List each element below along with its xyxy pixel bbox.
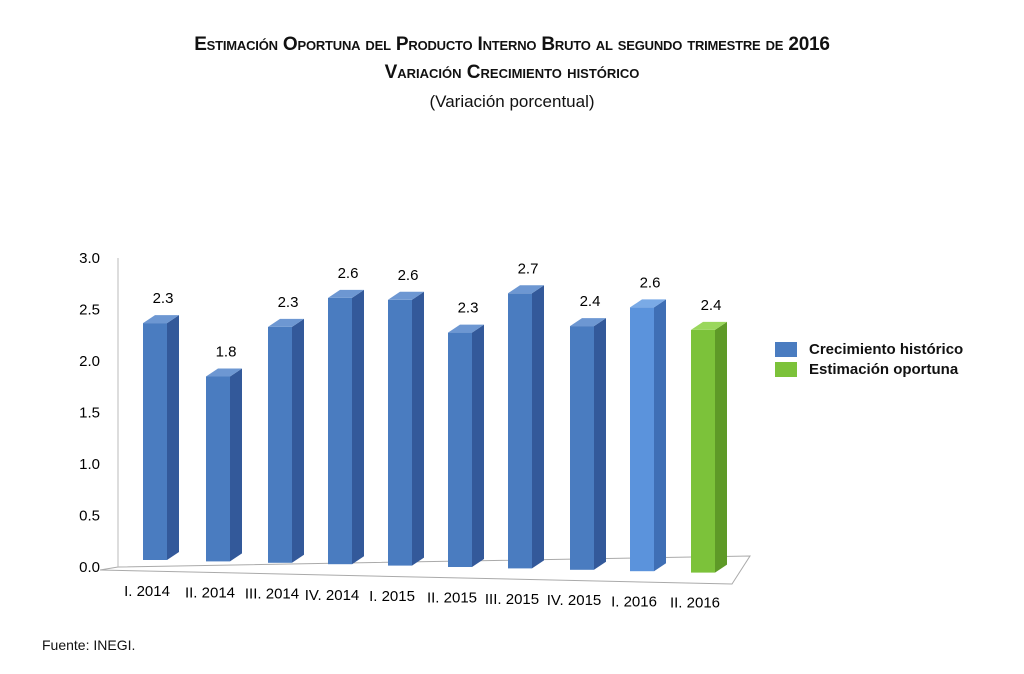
- legend-label: Estimación oportuna: [809, 360, 959, 378]
- data-label: 2.3: [278, 294, 299, 311]
- y-tick-label: 0.5: [79, 508, 100, 525]
- data-label: 2.3: [458, 300, 479, 317]
- source-note: Fuente: INEGI.: [42, 637, 136, 653]
- x-tick-label: II. 2015: [427, 590, 477, 607]
- data-label: 2.7: [518, 260, 539, 277]
- bar-side: [230, 368, 242, 562]
- y-tick-label: 2.5: [79, 302, 100, 319]
- bar-front: [448, 332, 472, 567]
- chart-subtitle: Variación Crecimiento histórico: [384, 62, 640, 83]
- bar-top: [448, 324, 484, 333]
- y-tick-label: 3.0: [79, 250, 100, 267]
- bar-side: [412, 291, 424, 566]
- x-tick-label: III. 2015: [485, 591, 539, 608]
- x-tick-label: II. 2016: [670, 595, 720, 612]
- x-tick-label: IV. 2014: [305, 587, 360, 604]
- x-tick-label: I. 2014: [124, 583, 170, 600]
- x-tick-label: II. 2014: [185, 584, 235, 601]
- bar-side: [292, 318, 304, 563]
- chart-title: Estimación Oportuna del Producto Interno…: [194, 34, 830, 55]
- bar-top: [691, 321, 727, 330]
- data-label: 2.4: [580, 293, 601, 310]
- bar-top: [508, 285, 544, 294]
- bar-side: [715, 321, 727, 573]
- bar-side: [532, 285, 544, 569]
- bar-side: [472, 324, 484, 567]
- legend-label: Crecimiento histórico: [809, 340, 964, 358]
- bar-front: [630, 307, 654, 572]
- bar-top: [268, 318, 304, 327]
- data-label: 2.6: [398, 267, 419, 284]
- bar-top: [570, 318, 606, 327]
- bar-top: [143, 315, 179, 324]
- y-tick-label: 1.0: [79, 456, 100, 473]
- bar-side: [352, 289, 364, 565]
- y-tick-label: 2.0: [79, 353, 100, 370]
- legend-item-historico: Crecimiento histórico: [775, 339, 963, 359]
- bar-side: [594, 318, 606, 570]
- data-label: 2.4: [701, 297, 722, 314]
- bar-front: [143, 323, 167, 560]
- legend: Crecimiento histórico Estimación oportun…: [775, 339, 963, 379]
- bar-front: [206, 376, 230, 562]
- x-tick-label: I. 2016: [611, 593, 657, 610]
- bar-front: [268, 326, 292, 563]
- legend-swatch: [775, 361, 797, 377]
- bar-front: [570, 326, 594, 570]
- data-label: 1.8: [216, 344, 237, 361]
- data-label: 2.6: [640, 274, 661, 291]
- bar-side: [167, 315, 179, 560]
- bar-front: [691, 329, 715, 573]
- bar-top: [388, 291, 424, 300]
- x-tick-label: I. 2015: [369, 588, 415, 605]
- bar-top: [630, 299, 666, 308]
- legend-swatch: [775, 341, 797, 357]
- chart-units: (Variación porcentual): [429, 92, 595, 111]
- data-label: 2.3: [153, 290, 174, 307]
- bar-side: [654, 299, 666, 572]
- data-label: 2.6: [338, 265, 359, 282]
- y-tick-label: 0.0: [79, 559, 100, 576]
- x-tick-label: III. 2014: [245, 586, 299, 603]
- bar-top: [206, 368, 242, 377]
- bar-front: [508, 293, 532, 569]
- bar-front: [388, 299, 412, 566]
- bar-top: [328, 289, 364, 298]
- y-tick-label: 1.5: [79, 405, 100, 422]
- x-tick-label: IV. 2015: [547, 592, 602, 609]
- bar-front: [328, 297, 352, 565]
- legend-item-estimacion: Estimación oportuna: [775, 359, 963, 379]
